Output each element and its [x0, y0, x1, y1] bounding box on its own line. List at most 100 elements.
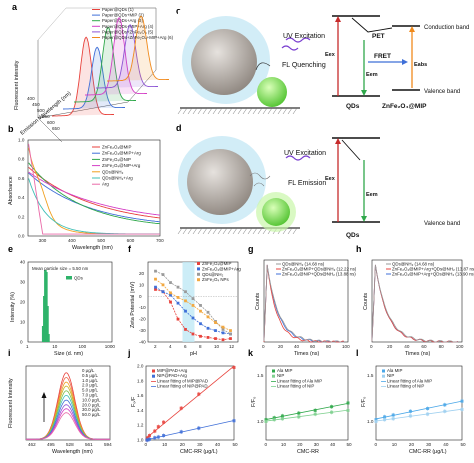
plot-e-bar [47, 334, 50, 342]
substrate-hatch [277, 107, 283, 115]
plot-l-legend-swatch [382, 374, 385, 378]
plot-a-series-line [96, 24, 158, 89]
plot-f-xtick: 4 [169, 344, 172, 349]
quench-arrow-icon [255, 62, 271, 71]
plot-l-xtick: 30 [426, 442, 432, 447]
plot-h-legend-label: ZnFe₂O₄@MIP+Arg+QDs@NH₂ (13.87 ns) [392, 267, 474, 272]
scheme-d-eex: Eex [325, 176, 336, 182]
plot-l-point [408, 409, 412, 413]
plot-f-legend-swatch [197, 262, 200, 265]
substrate-hatch [252, 107, 258, 115]
scheme-d-eem: Eem [366, 192, 378, 198]
plot-a-series-line [52, 36, 114, 117]
substrate-hatch [257, 227, 263, 235]
plot-k-point [346, 408, 350, 412]
plot-a-series-line [107, 15, 169, 82]
plot-i-legend-label: 50.0 μg/L [82, 412, 101, 417]
plot-b-xtick: 300 [39, 238, 47, 243]
plot-k-point [297, 411, 301, 415]
plot-k-point [280, 414, 284, 418]
plot-j-legend-label: Linear fitting of NIP@PAD [157, 384, 208, 389]
plot-j-point [153, 436, 157, 440]
plot-f-point [206, 326, 210, 330]
plot-l-legend-label: NIP [387, 373, 394, 378]
plot-j-point [162, 434, 166, 438]
plot-l-point [443, 409, 447, 413]
fret-arrow-head [402, 59, 408, 65]
plot-h-xlabel: Times (ns) [405, 351, 430, 357]
plot-f-point [206, 310, 210, 314]
substrate-hatch [237, 107, 243, 115]
plot-i-xlabel: Wavelength (nm) [52, 449, 93, 455]
plot-l-legend-label: Linear fitting of NIP [387, 384, 424, 389]
plot-j-point [153, 429, 157, 433]
substrate-hatch [237, 227, 243, 235]
plot-j-point [232, 419, 236, 423]
plot-j-xtick: 30 [197, 442, 203, 447]
plot-j-ytick: 1.6 [137, 393, 144, 398]
plot-i-legend-label: 2.0 μg/L [82, 383, 99, 388]
panel-label-j: j [127, 348, 131, 358]
plot-j-point [197, 426, 201, 430]
qd-particle [257, 77, 287, 107]
plot-h-xtick: 100 [456, 344, 464, 349]
substrate-hatch [182, 227, 188, 235]
plot-e-legend-swatch [66, 276, 72, 280]
plot-g-series-line [263, 264, 344, 343]
plot-h-series-line [371, 264, 458, 343]
plot-b-ytick: 0.4 [18, 195, 25, 200]
panel-label-k: k [248, 348, 254, 358]
plot-i-legend-label: 30.0 μg/L [82, 407, 101, 412]
plot-a-series-line [74, 26, 136, 103]
plot-k-point [346, 401, 350, 405]
plot-f-point [191, 297, 195, 300]
plot-j-xtick: 10 [162, 442, 168, 447]
relax-arrow [341, 139, 361, 161]
plot-l-xtick: 10 [392, 442, 398, 447]
plot-f-point [161, 283, 165, 287]
scheme-c-eex: Eex [325, 52, 336, 58]
plot-j-xtick: 20 [180, 442, 186, 447]
eabs-arrow-head [409, 26, 415, 32]
plot-f-point [176, 301, 180, 305]
plot-k-xtick: 40 [330, 442, 336, 447]
plot-l-legend-swatch [382, 369, 385, 373]
plot-e-xtick: 10 [52, 344, 58, 349]
plot-f-legend-swatch [197, 272, 200, 276]
plot-l-point [426, 412, 430, 416]
plot-b-ytick: 0.6 [18, 176, 25, 181]
plot-f-point [176, 296, 180, 299]
scheme-c-uv-label: UV Excitation [283, 33, 325, 40]
substrate-hatch [267, 107, 273, 115]
plot-i-series-line [26, 412, 110, 440]
plot-f-point [161, 290, 165, 294]
plot-f-legend-label: ZnFe₂O₄ NPs [202, 277, 229, 282]
plot-f-ytick: 10 [139, 282, 145, 287]
plot-b-legend-label: QDs@NH₂+Arg [102, 176, 133, 181]
plot-k-xtick: 0 [265, 442, 268, 447]
plot-h-xtick: 60 [421, 344, 427, 349]
plot-e-ytick: 10 [20, 320, 26, 325]
plot-l-xtick: 50 [461, 442, 467, 447]
plot-f-ytick: -20 [139, 317, 146, 322]
plot-h-xtick: 40 [404, 344, 410, 349]
plot-b-xtick: 700 [156, 238, 164, 243]
plot-b-ylabel: Absorbance [8, 176, 14, 205]
plot-a-legend-label: Paper@QDs+Arg (3) [102, 18, 143, 23]
plot-f-point [184, 290, 187, 294]
plot-e-frame [27, 261, 113, 343]
plot-f-point [229, 329, 232, 332]
substrate-hatch [212, 227, 218, 235]
plot-b-xtick: 500 [97, 238, 105, 243]
plot-f-point [199, 322, 202, 326]
plot-l-point [374, 420, 378, 423]
substrate-hatch [222, 107, 228, 115]
plot-f-point [214, 337, 217, 340]
plot-a-xtick: 550 [42, 114, 50, 119]
plot-k-xtick: 50 [347, 442, 353, 447]
plot-k-xtick: 20 [297, 442, 303, 447]
plot-f-point [221, 331, 225, 335]
plot-f-point [199, 334, 202, 338]
plot-b-legend-label: QDs@NH₂ [102, 169, 124, 174]
substrate-hatch [197, 107, 203, 115]
